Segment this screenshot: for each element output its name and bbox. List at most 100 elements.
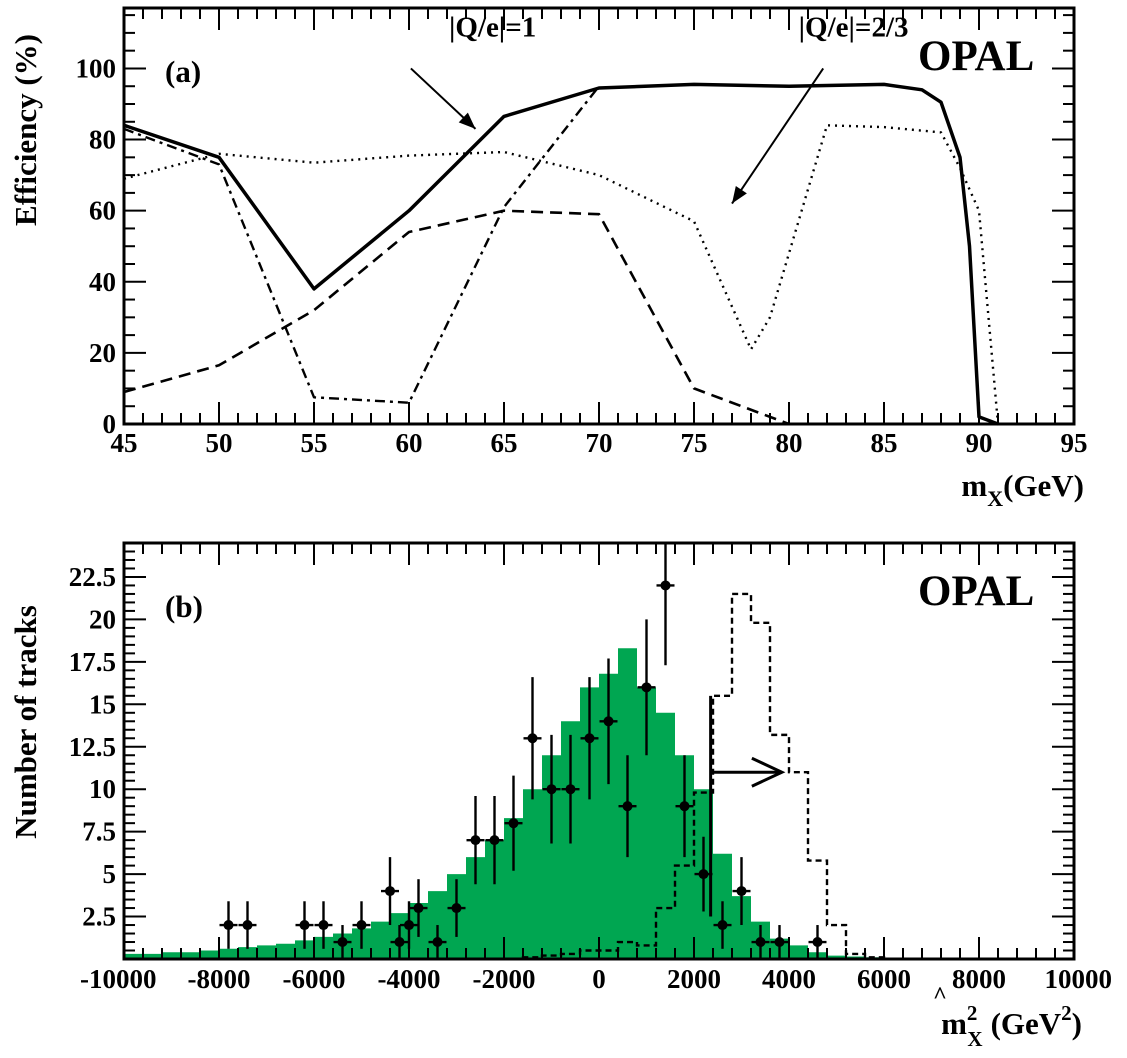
data-point-marker <box>717 920 728 931</box>
x-axis-title-unit: (GeV) <box>1003 468 1084 503</box>
x-axis-title-main: m <box>961 468 987 503</box>
x-axis-title-b-unit: (GeV <box>991 1006 1062 1041</box>
x-axis-title-b-unit-sup: 2 <box>1061 1001 1072 1025</box>
x-axis-title-sub: X <box>987 486 1003 511</box>
x-tick-label-a: 90 <box>966 428 993 458</box>
y-tick-label-b: 12.5 <box>69 732 116 762</box>
efficiency-curves <box>123 82 1000 426</box>
x-axis-title-a: mX(GeV) <box>961 468 1084 511</box>
data-point-marker <box>698 869 709 880</box>
x-tick-label-b: -8000 <box>188 964 251 994</box>
opal-label-a: OPAL <box>918 33 1034 80</box>
y-tick-label-a: 80 <box>89 125 116 155</box>
x-tick-label-b: -4000 <box>378 964 441 994</box>
x-axis-title-b-main: m <box>941 1006 967 1041</box>
panel-label-a: (a) <box>165 54 201 89</box>
y-tick-label-a: 40 <box>89 267 116 297</box>
data-point-marker <box>337 937 348 948</box>
data-point-marker <box>242 920 253 931</box>
y-axis-title-b: Number of tracks <box>8 605 43 839</box>
series-solid-line <box>123 82 999 426</box>
x-tick-label-b: 10000 <box>1045 964 1113 994</box>
x-tick-label-a: 95 <box>1061 428 1088 458</box>
x-tick-label-a: 75 <box>681 428 708 458</box>
x-tick-label-a: 80 <box>776 428 803 458</box>
y-tick-label-a: 60 <box>89 196 116 226</box>
y-tick-label-b: 5 <box>103 859 117 889</box>
tick-marks-b <box>123 542 1075 959</box>
opal-label-b: OPAL <box>918 568 1034 615</box>
mc-histogram-fill <box>124 648 1074 959</box>
x-tick-label-a: 70 <box>586 428 613 458</box>
data-point-marker <box>451 903 462 914</box>
hat-accent: ^ <box>933 983 947 1009</box>
x-tick-label-a: 45 <box>111 428 138 458</box>
data-point-marker <box>603 716 614 727</box>
annotation-charge-1: |Q/e|=1 <box>449 11 536 43</box>
data-point-marker <box>584 733 595 744</box>
data-point-marker <box>318 920 329 931</box>
y-tick-label-b: 7.5 <box>82 817 116 847</box>
x-tick-label-b: 0 <box>592 964 606 994</box>
tracks-panel: (b) OPAL Number of tracks m2 X (GeV2) ^ -1… <box>8 541 1113 1051</box>
y-tick-label-b: 22.5 <box>69 562 116 592</box>
data-point-marker <box>546 784 557 795</box>
x-tick-label-a: 85 <box>871 428 898 458</box>
x-tick-label-a: 50 <box>206 428 233 458</box>
tick-marks-a <box>123 8 1075 425</box>
data-point-marker <box>812 937 823 948</box>
x-axis-title-b-sup: 2 <box>967 1001 978 1025</box>
data-point-marker <box>660 580 671 591</box>
series-dashed-line <box>123 209 998 426</box>
x-tick-label-b: 8000 <box>952 964 1006 994</box>
histograms <box>124 592 1074 961</box>
y-tick-label-a: 20 <box>89 338 116 368</box>
panel-label-b: (b) <box>165 589 203 624</box>
x-tick-label-b: 4000 <box>762 964 816 994</box>
x-tick-label-b: 6000 <box>857 964 911 994</box>
y-tick-label-a: 0 <box>103 409 117 439</box>
annotation-arrow-head <box>458 112 476 129</box>
y-tick-label-a: 100 <box>76 53 117 83</box>
x-axis-title-b-sub: X <box>967 1027 982 1051</box>
data-point-marker <box>489 835 500 846</box>
data-points <box>219 543 827 959</box>
annotation-charge-2-3: |Q/e|=2/3 <box>799 11 909 43</box>
series-dashdot-line <box>123 85 600 404</box>
data-point-marker <box>527 733 538 744</box>
efficiency-panel: (a) OPAL |Q/e|=1 |Q/e|=2/3 Efficiency (%… <box>8 6 1088 511</box>
y-tick-label-b: 2.5 <box>82 902 116 932</box>
x-axis-title-b-close: ) <box>1072 1006 1082 1041</box>
annotation-arrows <box>410 67 825 205</box>
x-tick-label-a: 55 <box>301 428 328 458</box>
data-point-marker <box>679 801 690 812</box>
data-point-marker <box>774 937 785 948</box>
data-point-marker <box>736 886 747 897</box>
x-tick-label-a: 65 <box>491 428 518 458</box>
x-tick-label-b: -6000 <box>283 964 346 994</box>
data-point-marker <box>356 920 367 931</box>
x-tick-label-b: -2000 <box>473 964 536 994</box>
data-point-marker <box>432 937 443 948</box>
data-point-marker <box>565 784 576 795</box>
annotation-arrow-head <box>732 185 747 204</box>
cut-marker <box>709 695 786 917</box>
series-dotted-line <box>123 124 1000 425</box>
y-tick-label-b: 17.5 <box>69 647 116 677</box>
x-tick-label-a: 60 <box>396 428 423 458</box>
data-point-marker <box>404 920 414 931</box>
data-point-marker <box>641 682 652 693</box>
x-tick-label-b: 2000 <box>667 964 721 994</box>
data-point-marker <box>394 937 405 948</box>
y-tick-label-b: 10 <box>89 774 116 804</box>
x-axis-title-b: m2 X (GeV2) <box>941 1001 1082 1051</box>
data-point-marker <box>470 835 481 846</box>
data-point-marker <box>385 886 395 897</box>
data-point-marker <box>413 903 424 914</box>
signal-histogram-outline <box>124 592 1074 961</box>
annotation-arrow-shaft <box>731 67 825 205</box>
cut-arrow-head <box>751 756 786 788</box>
data-point-marker <box>755 937 766 948</box>
y-axis-title-a: Efficiency (%) <box>8 34 43 226</box>
